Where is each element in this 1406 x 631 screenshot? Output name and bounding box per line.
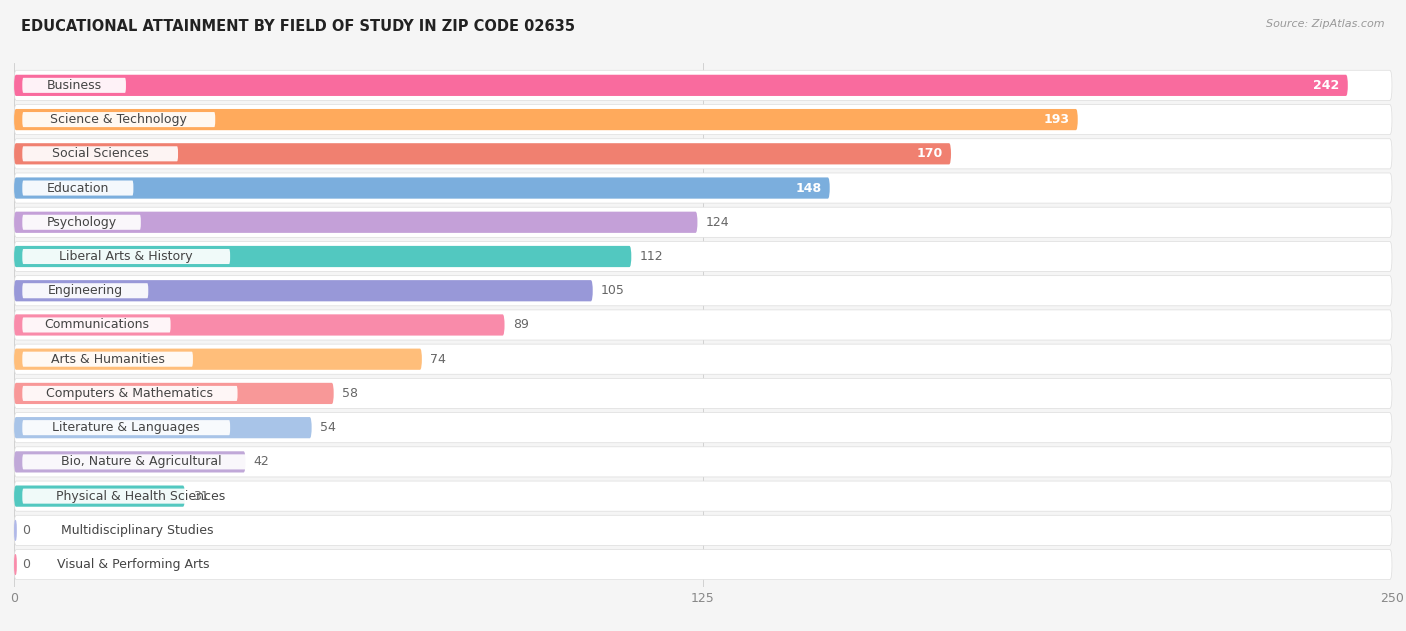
FancyBboxPatch shape bbox=[14, 447, 1392, 477]
Text: Literature & Languages: Literature & Languages bbox=[52, 421, 200, 434]
Text: 112: 112 bbox=[640, 250, 664, 263]
Text: Computers & Mathematics: Computers & Mathematics bbox=[46, 387, 214, 400]
FancyBboxPatch shape bbox=[14, 276, 1392, 306]
FancyBboxPatch shape bbox=[22, 386, 238, 401]
Text: Physical & Health Sciences: Physical & Health Sciences bbox=[56, 490, 226, 503]
FancyBboxPatch shape bbox=[22, 523, 253, 538]
Text: 124: 124 bbox=[706, 216, 730, 229]
FancyBboxPatch shape bbox=[22, 420, 231, 435]
FancyBboxPatch shape bbox=[14, 413, 1392, 443]
Text: Social Sciences: Social Sciences bbox=[52, 147, 149, 160]
FancyBboxPatch shape bbox=[14, 139, 1392, 169]
Text: Engineering: Engineering bbox=[48, 284, 122, 297]
FancyBboxPatch shape bbox=[14, 109, 1078, 130]
FancyBboxPatch shape bbox=[14, 554, 17, 575]
Text: 0: 0 bbox=[22, 524, 31, 537]
FancyBboxPatch shape bbox=[14, 207, 1392, 237]
FancyBboxPatch shape bbox=[22, 249, 231, 264]
FancyBboxPatch shape bbox=[22, 317, 170, 333]
Text: Education: Education bbox=[46, 182, 110, 194]
FancyBboxPatch shape bbox=[14, 74, 1348, 96]
Text: Visual & Performing Arts: Visual & Performing Arts bbox=[58, 558, 209, 571]
FancyBboxPatch shape bbox=[14, 379, 1392, 408]
FancyBboxPatch shape bbox=[14, 485, 186, 507]
FancyBboxPatch shape bbox=[14, 280, 593, 302]
FancyBboxPatch shape bbox=[22, 557, 245, 572]
FancyBboxPatch shape bbox=[14, 211, 697, 233]
Text: 193: 193 bbox=[1043, 113, 1070, 126]
FancyBboxPatch shape bbox=[14, 348, 422, 370]
FancyBboxPatch shape bbox=[14, 314, 505, 336]
Text: 31: 31 bbox=[193, 490, 209, 503]
FancyBboxPatch shape bbox=[14, 105, 1392, 134]
Text: EDUCATIONAL ATTAINMENT BY FIELD OF STUDY IN ZIP CODE 02635: EDUCATIONAL ATTAINMENT BY FIELD OF STUDY… bbox=[21, 19, 575, 34]
Text: 58: 58 bbox=[342, 387, 359, 400]
FancyBboxPatch shape bbox=[14, 344, 1392, 374]
FancyBboxPatch shape bbox=[14, 516, 1392, 545]
Text: Business: Business bbox=[46, 79, 101, 92]
Text: 54: 54 bbox=[321, 421, 336, 434]
Text: Source: ZipAtlas.com: Source: ZipAtlas.com bbox=[1267, 19, 1385, 29]
Text: Liberal Arts & History: Liberal Arts & History bbox=[59, 250, 193, 263]
Text: 148: 148 bbox=[796, 182, 821, 194]
FancyBboxPatch shape bbox=[14, 70, 1392, 100]
Text: 105: 105 bbox=[600, 284, 624, 297]
Text: Science & Technology: Science & Technology bbox=[51, 113, 187, 126]
FancyBboxPatch shape bbox=[22, 351, 193, 367]
FancyBboxPatch shape bbox=[22, 454, 260, 469]
Text: Arts & Humanities: Arts & Humanities bbox=[51, 353, 165, 366]
Text: Psychology: Psychology bbox=[46, 216, 117, 229]
FancyBboxPatch shape bbox=[14, 451, 246, 473]
FancyBboxPatch shape bbox=[22, 180, 134, 196]
FancyBboxPatch shape bbox=[14, 481, 1392, 511]
FancyBboxPatch shape bbox=[14, 520, 17, 541]
Text: Bio, Nature & Agricultural: Bio, Nature & Agricultural bbox=[60, 456, 221, 468]
FancyBboxPatch shape bbox=[14, 310, 1392, 340]
FancyBboxPatch shape bbox=[14, 173, 1392, 203]
Text: 0: 0 bbox=[22, 558, 31, 571]
FancyBboxPatch shape bbox=[22, 112, 215, 127]
FancyBboxPatch shape bbox=[22, 146, 179, 162]
FancyBboxPatch shape bbox=[22, 283, 148, 298]
Text: 170: 170 bbox=[917, 147, 943, 160]
FancyBboxPatch shape bbox=[14, 242, 1392, 271]
Text: 74: 74 bbox=[430, 353, 446, 366]
FancyBboxPatch shape bbox=[14, 246, 631, 267]
Text: 42: 42 bbox=[254, 456, 270, 468]
FancyBboxPatch shape bbox=[14, 417, 312, 439]
FancyBboxPatch shape bbox=[14, 177, 830, 199]
Text: Communications: Communications bbox=[44, 319, 149, 331]
FancyBboxPatch shape bbox=[22, 78, 127, 93]
FancyBboxPatch shape bbox=[14, 143, 950, 165]
FancyBboxPatch shape bbox=[22, 215, 141, 230]
FancyBboxPatch shape bbox=[14, 383, 333, 404]
Text: 242: 242 bbox=[1313, 79, 1340, 92]
Text: Multidisciplinary Studies: Multidisciplinary Studies bbox=[60, 524, 214, 537]
FancyBboxPatch shape bbox=[14, 550, 1392, 580]
FancyBboxPatch shape bbox=[22, 488, 260, 504]
Text: 89: 89 bbox=[513, 319, 529, 331]
